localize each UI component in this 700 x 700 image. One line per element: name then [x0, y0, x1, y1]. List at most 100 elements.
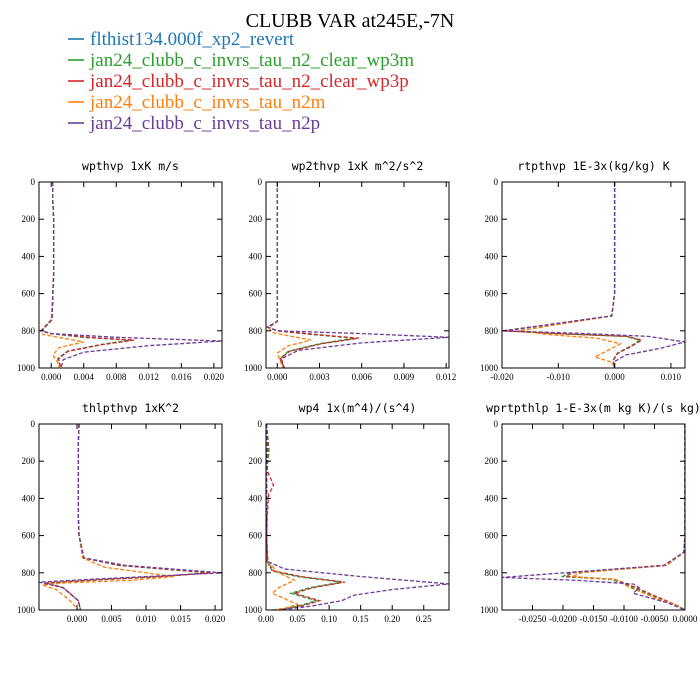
- series-line: [40, 182, 222, 368]
- x-tick-label: 0.020: [204, 372, 225, 382]
- x-tick-label: -0.0150: [580, 614, 608, 624]
- y-tick-label: 400: [249, 251, 263, 261]
- series-line: [571, 424, 685, 610]
- panel: thlpthvp 1xK^2 0 200 400 600 800 1000 0.000 0.00…: [17, 401, 226, 624]
- y-tick-label: 0: [31, 177, 36, 187]
- y-tick-label: 200: [485, 456, 499, 466]
- y-tick-label: 0: [494, 177, 499, 187]
- y-tick-label: 400: [485, 493, 499, 503]
- x-tick-label: 0.008: [106, 372, 127, 382]
- series-group: [39, 424, 222, 610]
- series-group: [266, 182, 449, 368]
- x-tick-label: 0.20: [384, 614, 400, 624]
- series-line: [42, 424, 174, 610]
- x-tick-label: 0.010: [661, 372, 682, 382]
- x-tick-label: 0.15: [353, 614, 369, 624]
- series-line: [560, 424, 685, 610]
- plot-frame: [265, 423, 450, 611]
- y-tick-label: 0: [31, 419, 36, 429]
- series-line: [266, 424, 345, 610]
- legend-label: jan24_clubb_c_invrs_tau_n2_clear_wp3p: [89, 71, 409, 92]
- legend-label: jan24_clubb_c_invrs_tau_n2_clear_wp3m: [89, 50, 414, 71]
- y-tick-label: 600: [249, 289, 263, 299]
- x-tick-label: -0.0050: [641, 614, 669, 624]
- y-tick-label: 600: [485, 531, 499, 541]
- x-tick-label: 0.012: [139, 372, 159, 382]
- x-tick-label: 0.012: [436, 372, 456, 382]
- y-tick-label: 1000: [17, 363, 36, 373]
- series-line: [266, 424, 300, 610]
- y-tick-label: 400: [22, 493, 36, 503]
- y-tick-label: 600: [485, 289, 499, 299]
- y-tick-label: 800: [249, 568, 263, 578]
- series-group: [503, 182, 685, 368]
- panels: wpthvp 1xK m/s 0 200 400 600 800 1000 0.000 0.00…: [17, 159, 700, 624]
- x-tick-label: 0.000: [267, 372, 288, 382]
- y-tick-label: 800: [22, 568, 36, 578]
- plot-frame: [265, 181, 450, 369]
- x-tick-label: -0.020: [490, 372, 514, 382]
- x-tick-label: 0.003: [309, 372, 330, 382]
- y-tick-label: 400: [22, 251, 36, 261]
- series-line: [518, 182, 623, 368]
- x-tick-label: 0.010: [136, 614, 157, 624]
- panel: wpthvp 1xK m/s 0 200 400 600 800 1000 0.000 0.00…: [17, 159, 224, 382]
- y-tick-label: 600: [22, 289, 36, 299]
- y-tick-label: 1000: [480, 363, 499, 373]
- series-line: [563, 424, 685, 610]
- x-tick-label: 0.020: [205, 614, 226, 624]
- series-group: [266, 424, 449, 610]
- series-line: [266, 424, 342, 610]
- y-tick-label: 800: [22, 326, 36, 336]
- y-tick-label: 400: [485, 251, 499, 261]
- legend-entry: jan24_clubb_c_invrs_tau_n2_clear_wp3m: [68, 50, 414, 71]
- series-line: [39, 182, 84, 368]
- series-line: [40, 182, 132, 368]
- x-tick-label: 0.004: [74, 372, 95, 382]
- series-line: [504, 182, 685, 368]
- y-tick-label: 800: [485, 568, 499, 578]
- series-line: [39, 424, 222, 610]
- series-line: [560, 424, 685, 610]
- y-tick-label: 1000: [17, 605, 36, 615]
- plot-frame: [38, 423, 223, 611]
- y-tick-label: 200: [22, 456, 36, 466]
- panel-title: wpthvp 1xK m/s: [82, 159, 179, 173]
- panel-title: wp2thvp 1xK m^2/s^2: [292, 159, 424, 173]
- x-tick-label: 0.016: [171, 372, 192, 382]
- panel: wprtpthlp 1-E-3x(m kg K)/(s kg) 0 200 400 60…: [480, 401, 700, 624]
- panel: rtpthvp 1E-3x(kg/kg) K02004006008001000-…: [480, 159, 686, 382]
- plot-frame: [38, 181, 223, 369]
- y-tick-label: 0: [258, 177, 263, 187]
- legend-label: flthist134.000f_xp2_revert: [90, 29, 295, 50]
- legend-label: jan24_clubb_c_invrs_tau_n2m: [89, 92, 326, 113]
- y-tick-label: 1000: [480, 605, 499, 615]
- series-line: [503, 182, 644, 368]
- x-tick-label: 0.005: [101, 614, 122, 624]
- x-tick-label: 0.0000: [673, 614, 698, 624]
- legend-entry: jan24_clubb_c_invrs_tau_n2m: [68, 92, 326, 113]
- x-tick-label: 0.10: [321, 614, 337, 624]
- series-line: [266, 424, 342, 610]
- y-tick-label: 600: [22, 531, 36, 541]
- x-tick-label: -0.0200: [549, 614, 577, 624]
- y-tick-label: 0: [258, 419, 263, 429]
- series-line: [267, 182, 312, 368]
- series-line: [40, 182, 132, 368]
- x-tick-label: 0.05: [290, 614, 306, 624]
- legend-entry: flthist134.000f_xp2_revert: [68, 29, 295, 50]
- y-tick-label: 1000: [244, 605, 263, 615]
- legend-entry: jan24_clubb_c_invrs_tau_n2_clear_wp3p: [68, 71, 409, 92]
- x-tick-label: 0.006: [352, 372, 373, 382]
- x-tick-label: 0.000: [604, 372, 625, 382]
- x-tick-label: 0.000: [41, 372, 62, 382]
- legend-entry: jan24_clubb_c_invrs_tau_n2p: [68, 113, 320, 134]
- x-tick-label: -0.010: [547, 372, 571, 382]
- y-tick-label: 800: [485, 326, 499, 336]
- y-tick-label: 200: [485, 214, 499, 224]
- panel-title: wp4 1x(m^4)/(s^4): [299, 401, 417, 415]
- legend: flthist134.000f_xp2_revertjan24_clubb_c_…: [68, 29, 414, 134]
